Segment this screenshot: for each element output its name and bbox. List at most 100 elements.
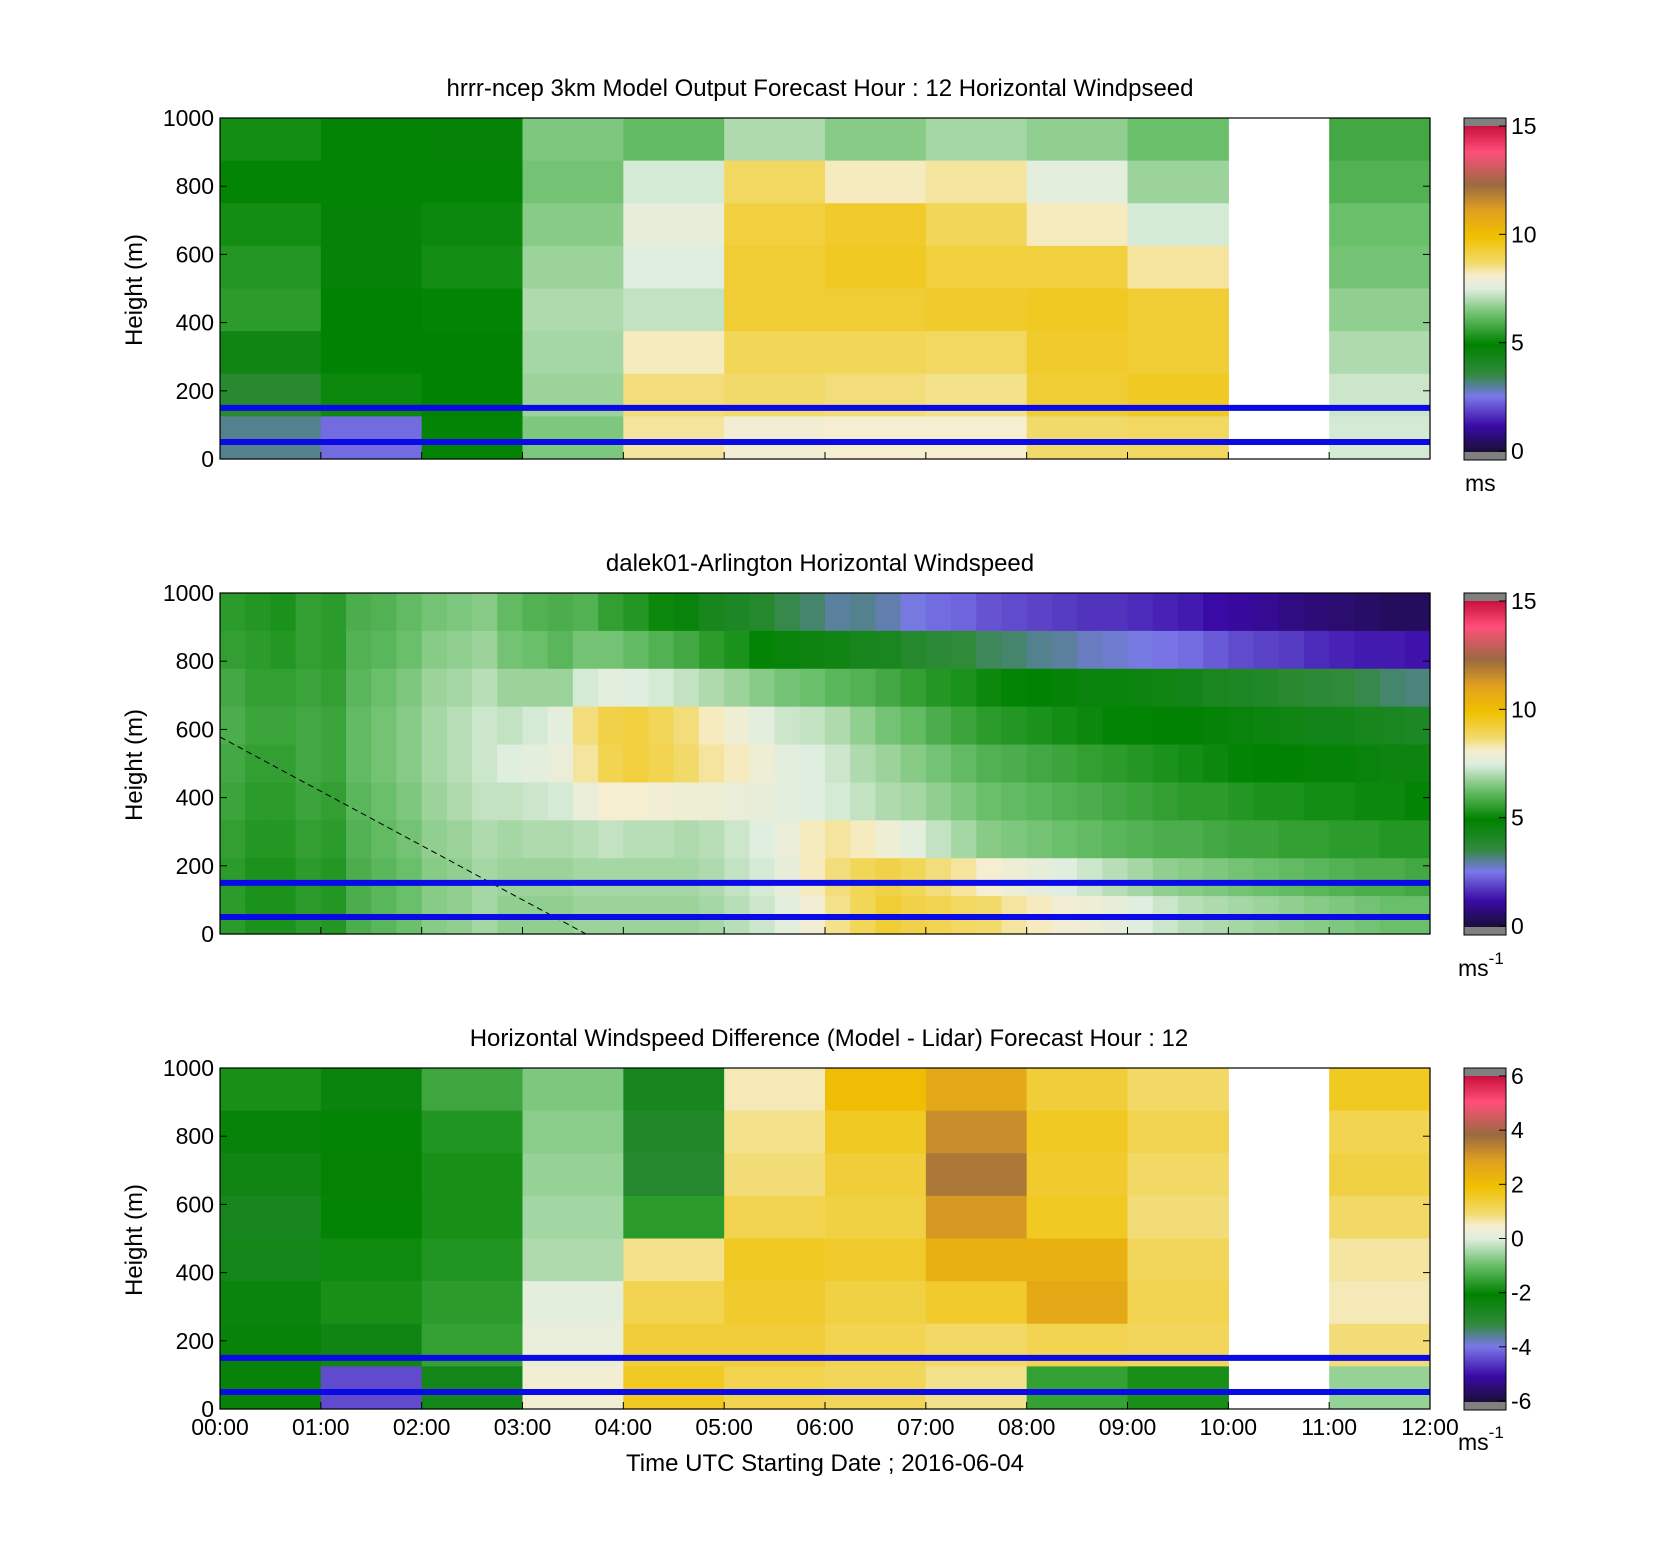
heatmap-cell xyxy=(673,858,700,897)
heatmap-cell xyxy=(1152,668,1179,708)
heatmap-cell xyxy=(295,593,322,632)
heatmap-cell xyxy=(1127,1153,1229,1197)
heatmap-cell xyxy=(1228,668,1255,708)
heatmap-cell xyxy=(951,706,977,746)
heatmap-cell xyxy=(320,782,347,821)
heatmap-cell xyxy=(320,744,347,784)
heatmap-cell xyxy=(220,858,246,897)
heatmap-cell xyxy=(724,593,750,632)
heatmap-cell xyxy=(270,668,297,708)
heatmap-cell xyxy=(421,668,448,708)
heatmap-cell xyxy=(421,1068,524,1112)
heatmap-cell xyxy=(648,630,675,670)
colorbar-tick-label: 15 xyxy=(1511,588,1537,614)
heatmap-cell xyxy=(951,744,977,784)
heatmap-cell xyxy=(976,706,1003,746)
heatmap-cell xyxy=(1127,1195,1229,1240)
heatmap-cell xyxy=(446,858,473,897)
heatmap-cell xyxy=(1102,706,1129,746)
heatmap-cell xyxy=(875,782,902,821)
heatmap-cell xyxy=(623,782,650,821)
heatmap-cell xyxy=(724,744,750,784)
heatmap-cell xyxy=(220,630,246,670)
panel-difference: Horizontal Windspeed Difference (Model -… xyxy=(121,1025,1532,1477)
heatmap-cell xyxy=(245,593,272,632)
heatmap-cell xyxy=(1354,858,1381,897)
heatmap-cell xyxy=(799,630,826,670)
heatmap-cell xyxy=(1077,668,1103,708)
heatmap-cell xyxy=(749,706,776,746)
heatmap-cell xyxy=(1329,1068,1431,1112)
heatmap-cell xyxy=(220,1153,322,1197)
heatmap-cell xyxy=(1127,668,1154,708)
heatmap-cell xyxy=(1152,820,1179,859)
heatmap-cell xyxy=(245,782,272,821)
heatmap-cell xyxy=(320,1366,423,1410)
ytick-label: 600 xyxy=(176,241,214,267)
colorbar-gradient xyxy=(1464,601,1506,927)
heatmap-cell xyxy=(396,630,423,670)
heatmap-cell xyxy=(598,820,624,859)
heatmap-cell xyxy=(472,744,498,784)
heatmap-cell xyxy=(1253,744,1280,784)
ytick-label: 0 xyxy=(201,1396,214,1422)
heatmap-cell xyxy=(774,668,801,708)
heatmap-cell xyxy=(1077,744,1103,784)
heatmap-cell xyxy=(522,331,624,375)
heatmap-cell xyxy=(497,744,524,784)
heatmap-cell xyxy=(522,1110,624,1154)
heatmap-cell xyxy=(850,593,877,632)
heatmap-cell xyxy=(1278,706,1305,746)
colorbar-tick-label: 10 xyxy=(1511,696,1537,722)
heatmap-cell xyxy=(1177,858,1204,897)
ytick-label: 400 xyxy=(176,310,214,336)
heatmap-cell xyxy=(472,706,498,746)
heatmap-cell xyxy=(220,1281,322,1325)
xtick-label: 09:00 xyxy=(1099,1414,1157,1440)
heatmap-cell xyxy=(825,1153,927,1197)
heatmap-cell xyxy=(976,820,1003,859)
heatmap-cell xyxy=(1203,782,1229,821)
heatmap-cell xyxy=(522,1153,624,1197)
heatmap-cell xyxy=(220,245,322,290)
heatmap-cell xyxy=(623,203,725,247)
heatmap-cell xyxy=(320,1068,423,1112)
panel-model-ylabel: Height (m) xyxy=(121,234,148,346)
heatmap-cell xyxy=(346,744,372,784)
heatmap-cell xyxy=(446,782,473,821)
heatmap-cell xyxy=(1102,820,1129,859)
panel-lidar: dalek01-Arlington Horizontal Windspeed H… xyxy=(121,550,1537,981)
heatmap-cell xyxy=(724,288,826,332)
heatmap-cell xyxy=(1026,782,1053,821)
panel-model-reference-lines xyxy=(220,404,1430,445)
heatmap-cell xyxy=(421,1153,524,1197)
colorbar-tick-label: -2 xyxy=(1511,1280,1531,1306)
heatmap-cell xyxy=(925,1110,1028,1154)
heatmap-cell xyxy=(1026,744,1053,784)
heatmap-cell xyxy=(1001,782,1028,821)
heatmap-cell xyxy=(497,593,524,632)
heatmap-cell xyxy=(522,1366,624,1410)
heatmap-cell xyxy=(724,416,826,460)
heatmap-cell xyxy=(825,858,851,897)
heatmap-cell xyxy=(925,1153,1028,1197)
heatmap-cell xyxy=(1127,1068,1229,1112)
heatmap-cell xyxy=(1203,630,1229,670)
heatmap-cell xyxy=(270,858,297,897)
heatmap-cell xyxy=(1127,288,1229,332)
heatmap-cell xyxy=(825,1195,927,1240)
heatmap-cell xyxy=(825,593,851,632)
heatmap-cell xyxy=(1329,858,1355,897)
heatmap-cell xyxy=(547,744,574,784)
heatmap-cell xyxy=(346,858,372,897)
ytick-label: 200 xyxy=(176,378,214,404)
heatmap-cell xyxy=(446,744,473,784)
heatmap-cell xyxy=(825,331,927,375)
panel-lidar-colorbar: 0 5 10 15 ms-1 xyxy=(1458,588,1537,981)
heatmap-cell xyxy=(799,858,826,897)
heatmap-cell xyxy=(1278,782,1305,821)
heatmap-cell xyxy=(320,331,423,375)
panel-lidar-ylabel: Height (m) xyxy=(121,709,148,821)
heatmap-cell xyxy=(1329,416,1431,460)
heatmap-cell xyxy=(522,820,549,859)
